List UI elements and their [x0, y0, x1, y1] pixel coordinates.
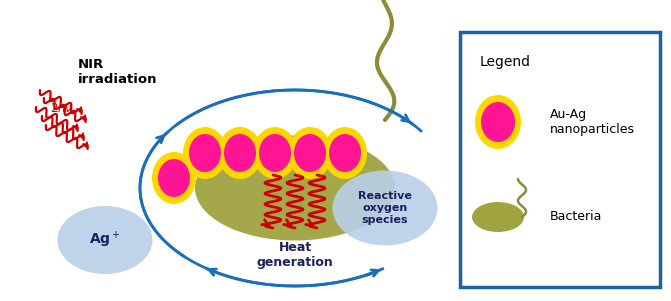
- Text: Ag$^+$: Ag$^+$: [89, 230, 121, 250]
- Text: Bacteria: Bacteria: [550, 210, 603, 224]
- Text: Reactive
oxygen
species: Reactive oxygen species: [358, 191, 412, 225]
- Ellipse shape: [183, 127, 227, 179]
- Text: Legend: Legend: [480, 55, 531, 69]
- Ellipse shape: [472, 202, 524, 232]
- Ellipse shape: [218, 127, 262, 179]
- Ellipse shape: [224, 134, 256, 172]
- Ellipse shape: [58, 206, 152, 274]
- Ellipse shape: [259, 134, 291, 172]
- Ellipse shape: [158, 159, 190, 197]
- Ellipse shape: [475, 95, 521, 149]
- Text: NIR
irradiation: NIR irradiation: [78, 58, 158, 86]
- Text: Au-Ag
nanoparticles: Au-Ag nanoparticles: [550, 108, 635, 136]
- Ellipse shape: [329, 134, 361, 172]
- Ellipse shape: [481, 102, 515, 142]
- Text: Heat
generation: Heat generation: [256, 241, 333, 269]
- Ellipse shape: [323, 127, 367, 179]
- Ellipse shape: [195, 135, 395, 240]
- Text: $2h\nu$: $2h\nu$: [50, 101, 73, 115]
- FancyBboxPatch shape: [460, 32, 660, 287]
- Ellipse shape: [333, 170, 437, 246]
- Ellipse shape: [152, 152, 196, 204]
- Ellipse shape: [189, 134, 221, 172]
- Ellipse shape: [294, 134, 326, 172]
- Ellipse shape: [253, 127, 297, 179]
- Ellipse shape: [288, 127, 332, 179]
